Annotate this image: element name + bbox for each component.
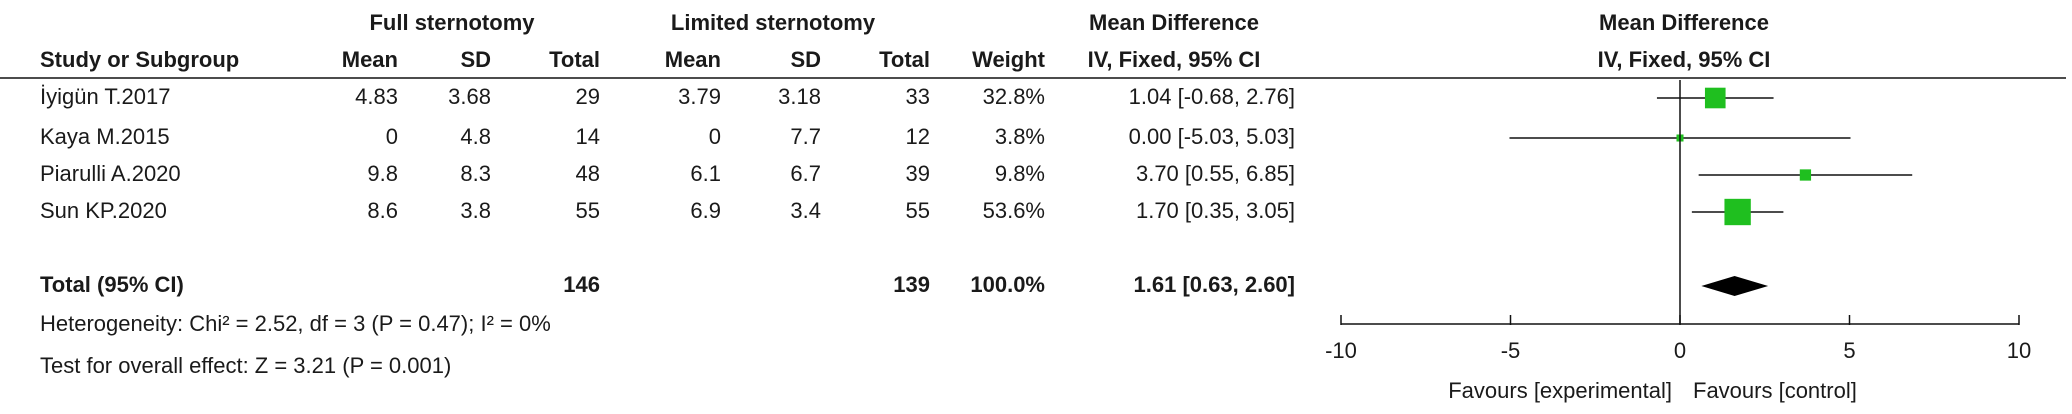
- column-header: Total: [549, 47, 600, 72]
- x-tick-label: 10: [2007, 338, 2031, 363]
- cell: 4.83: [355, 84, 398, 109]
- group-header: Limited sternotomy: [671, 10, 876, 35]
- column-header: SD: [790, 47, 821, 72]
- cell: 8.3: [460, 161, 491, 186]
- cell: 29: [576, 84, 600, 109]
- column-header: Total: [879, 47, 930, 72]
- cell: 4.8: [460, 124, 491, 149]
- total-cell: 1.61 [0.63, 2.60]: [1134, 272, 1295, 297]
- cell: 14: [576, 124, 600, 149]
- cell: 55: [576, 198, 600, 223]
- cell: 55: [906, 198, 930, 223]
- column-header: Mean: [342, 47, 398, 72]
- column-header: IV, Fixed, 95% CI: [1088, 47, 1261, 72]
- plot-title: Mean Difference: [1599, 10, 1769, 35]
- cell: 6.1: [690, 161, 721, 186]
- overall-effect: Test for overall effect: Z = 3.21 (P = 0…: [40, 353, 451, 378]
- study-square: [1704, 87, 1726, 109]
- total-cell: 139: [893, 272, 930, 297]
- cell: 7.7: [790, 124, 821, 149]
- group-header: Full sternotomy: [369, 10, 535, 35]
- group-header: Mean Difference: [1089, 10, 1259, 35]
- cell: İyigün T.2017: [40, 84, 170, 109]
- total-cell: Total (95% CI): [40, 272, 184, 297]
- cell: 0: [386, 124, 398, 149]
- cell: 3.18: [778, 84, 821, 109]
- column-header: Mean: [665, 47, 721, 72]
- total-diamond: [1701, 276, 1769, 296]
- plot-subtitle: IV, Fixed, 95% CI: [1598, 47, 1771, 72]
- cell: 48: [576, 161, 600, 186]
- cell: 32.8%: [983, 84, 1045, 109]
- x-label-left: Favours [experimental]: [1448, 378, 1672, 403]
- cell: 8.6: [367, 198, 398, 223]
- column-header: Study or Subgroup: [40, 47, 239, 72]
- cell: 39: [906, 161, 930, 186]
- x-tick-label: -5: [1501, 338, 1521, 363]
- cell: 6.7: [790, 161, 821, 186]
- cell: Kaya M.2015: [40, 124, 170, 149]
- cell: 6.9: [690, 198, 721, 223]
- cell: 3.68: [448, 84, 491, 109]
- heterogeneity: Heterogeneity: Chi² = 2.52, df = 3 (P = …: [40, 311, 551, 336]
- x-tick-label: 5: [1843, 338, 1855, 363]
- cell: 9.8%: [995, 161, 1045, 186]
- cell: 1.04 [-0.68, 2.76]: [1129, 84, 1295, 109]
- x-tick-label: -10: [1325, 338, 1357, 363]
- study-square: [1799, 169, 1812, 181]
- cell: 0: [709, 124, 721, 149]
- total-cell: 146: [563, 272, 600, 297]
- cell: 12: [906, 124, 930, 149]
- cell: 3.8: [460, 198, 491, 223]
- total-cell: 100.0%: [970, 272, 1045, 297]
- cell: Piarulli A.2020: [40, 161, 181, 186]
- cell: 0.00 [-5.03, 5.03]: [1129, 124, 1295, 149]
- cell: 53.6%: [983, 198, 1045, 223]
- cell: 3.4: [790, 198, 821, 223]
- column-header: SD: [460, 47, 491, 72]
- cell: 3.8%: [995, 124, 1045, 149]
- cell: 33: [906, 84, 930, 109]
- column-header: Weight: [972, 47, 1046, 72]
- cell: 9.8: [367, 161, 398, 186]
- x-label-right: Favours [control]: [1693, 378, 1857, 403]
- cell: 3.79: [678, 84, 721, 109]
- cell: Sun KP.2020: [40, 198, 167, 223]
- x-tick-label: 0: [1674, 338, 1686, 363]
- study-square: [1724, 198, 1751, 226]
- cell: 1.70 [0.35, 3.05]: [1136, 198, 1295, 223]
- cell: 3.70 [0.55, 6.85]: [1136, 161, 1295, 186]
